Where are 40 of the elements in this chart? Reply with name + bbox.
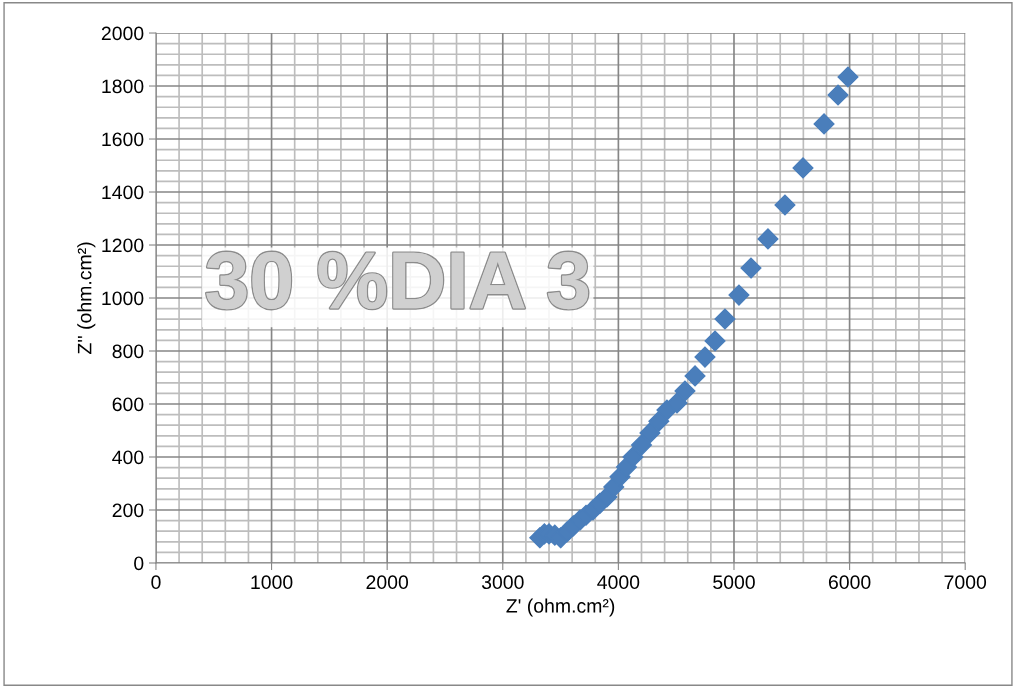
y-tick-label: 800 xyxy=(112,344,144,359)
y-tick-label: 1800 xyxy=(102,79,144,94)
point xyxy=(757,228,779,250)
y-tick-label: 2000 xyxy=(101,26,144,41)
y-tick-label: 600 xyxy=(112,397,144,412)
point xyxy=(837,66,859,88)
point xyxy=(813,113,835,135)
point xyxy=(622,446,644,468)
x-axis-title: Z' (ohm.cm²) xyxy=(506,598,615,617)
point xyxy=(704,330,726,352)
x-tick-label: 5000 xyxy=(713,575,755,590)
point xyxy=(639,422,661,444)
point xyxy=(674,380,696,402)
x-tick-label: 6000 xyxy=(828,575,871,590)
y-tick-label: 1000 xyxy=(102,291,144,306)
y-tick-label: 1600 xyxy=(102,132,144,147)
point xyxy=(827,84,849,106)
point xyxy=(648,410,670,432)
x-tick-label: 7000 xyxy=(944,575,987,590)
y-tick-label: 1400 xyxy=(102,185,144,200)
point xyxy=(774,194,796,216)
point xyxy=(666,392,688,414)
point xyxy=(728,284,750,306)
x-tick-label: 1000 xyxy=(251,575,293,590)
y-tick-label: 200 xyxy=(112,503,144,518)
x-tick-label: 4000 xyxy=(597,575,640,590)
point xyxy=(740,257,762,279)
y-tick-label: 1200 xyxy=(102,238,144,253)
x-tick-label: 0 xyxy=(151,575,161,590)
y-tick-label: 0 xyxy=(134,556,144,571)
point xyxy=(714,308,736,330)
point xyxy=(684,365,706,387)
y-axis-title: Z'' (ohm.cm²) xyxy=(77,242,96,355)
annotation: 30 %DIA 3 xyxy=(206,251,589,310)
point xyxy=(630,434,653,456)
point xyxy=(694,346,716,368)
y-tick-label: 400 xyxy=(112,450,144,465)
point xyxy=(792,157,814,179)
x-tick-label: 3000 xyxy=(481,575,524,590)
x-tick-label: 2000 xyxy=(366,575,409,590)
